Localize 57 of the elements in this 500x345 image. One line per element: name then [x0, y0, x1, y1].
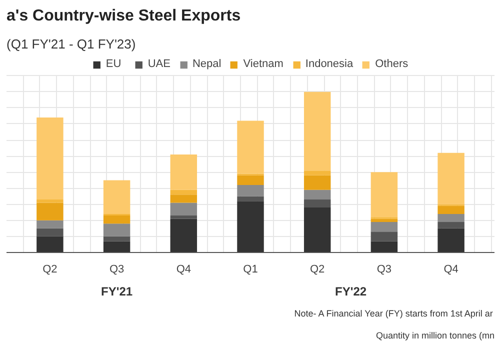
bar	[103, 224, 130, 236]
bar	[36, 228, 64, 236]
x-tick-label: Q1	[243, 264, 258, 276]
text: Note- A Financial Year (FY) starts from 1st April ar	[294, 308, 493, 318]
bar	[438, 206, 464, 214]
bar	[304, 170, 331, 176]
bar	[438, 214, 464, 222]
bar	[170, 216, 198, 219]
bar	[237, 175, 264, 186]
bar	[438, 228, 464, 252]
bar	[170, 194, 198, 203]
text: Quantity in million tonnes (mn	[376, 330, 495, 340]
bar	[237, 185, 264, 196]
bar	[304, 190, 331, 200]
x-tick-label: Q3	[376, 264, 392, 276]
bar	[170, 154, 198, 190]
bar	[438, 222, 464, 228]
chart-subtitle: (Q1 FY'21 - Q1 FY'23)	[6, 36, 136, 52]
text: FY'21	[101, 284, 133, 298]
legend-label: Indonesia	[305, 58, 354, 70]
bar	[170, 202, 198, 216]
bar	[36, 199, 64, 203]
legend-label: Vietnam	[243, 58, 284, 70]
bar	[103, 216, 130, 224]
bar	[237, 120, 264, 174]
x-tick-label: Q2	[310, 264, 325, 276]
bar	[438, 152, 464, 204]
bar	[304, 175, 331, 190]
bar	[103, 236, 130, 242]
bar	[304, 208, 331, 252]
bar	[36, 220, 64, 228]
bar	[370, 218, 398, 222]
x-tick-label: Q2	[42, 264, 58, 276]
bar	[370, 172, 398, 218]
text: FY'22	[335, 284, 367, 298]
bar	[103, 241, 130, 252]
x-tick-label: Q4	[176, 264, 191, 276]
bar	[170, 190, 198, 195]
bar	[304, 199, 331, 208]
bar	[237, 201, 264, 252]
bar	[304, 92, 331, 171]
legend-label: UAE	[148, 58, 170, 70]
bar	[103, 180, 130, 214]
bar	[370, 241, 398, 252]
bar	[36, 118, 64, 200]
bar	[370, 232, 398, 242]
bar	[170, 218, 198, 252]
chart-title: a's Country-wise Steel Exports	[6, 8, 241, 24]
legend-label: Nepal	[192, 58, 222, 70]
x-tick-label: Q4	[444, 264, 458, 276]
bar	[36, 202, 64, 220]
bar	[370, 222, 398, 232]
bar	[237, 196, 264, 202]
bar	[36, 236, 64, 252]
legend-label: EU	[106, 58, 122, 70]
x-tick-label: Q3	[109, 264, 124, 276]
legend-label: Others	[375, 58, 408, 70]
